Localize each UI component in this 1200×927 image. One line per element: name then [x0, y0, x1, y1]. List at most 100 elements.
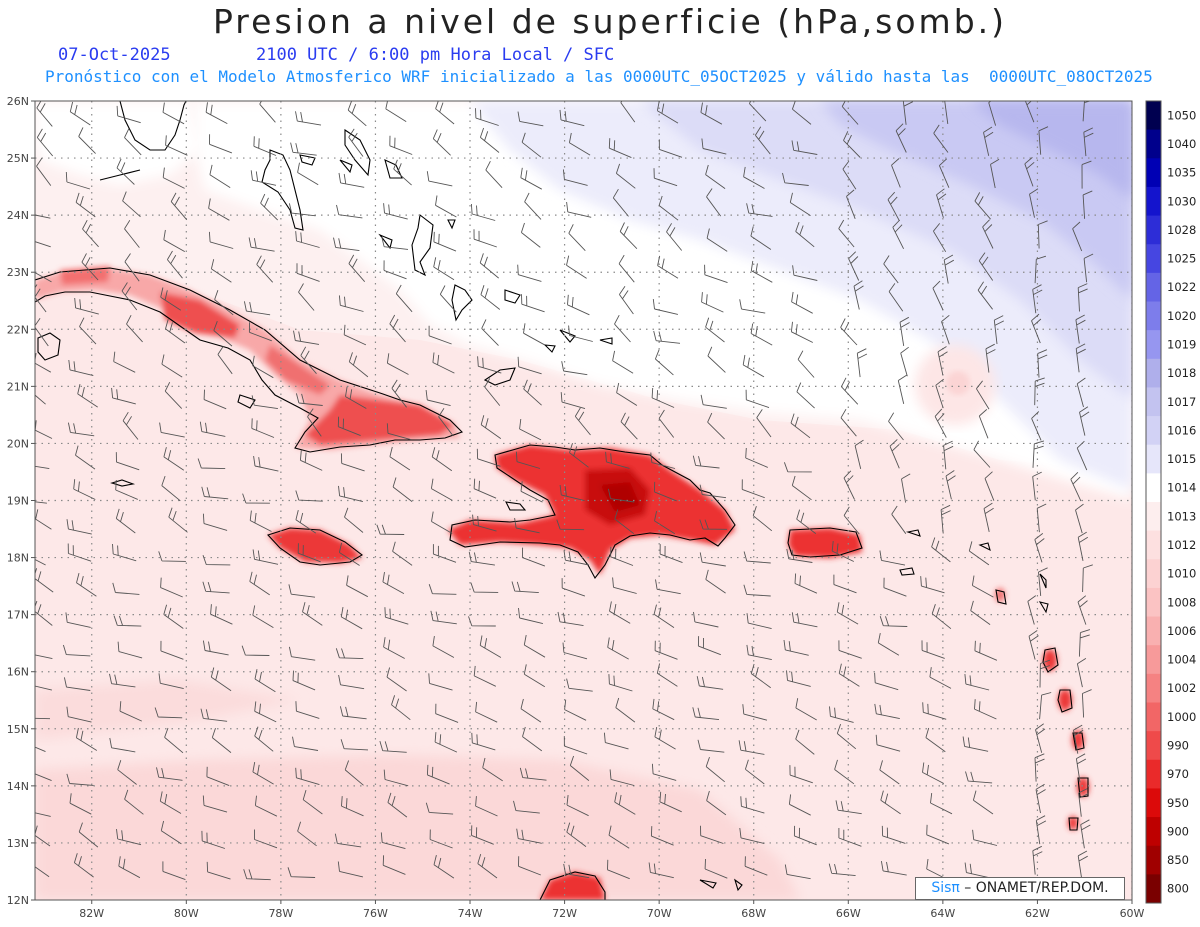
- wind-barb: [931, 537, 951, 563]
- wind-barb: [160, 820, 182, 845]
- colorbar-label: 900: [1167, 824, 1189, 838]
- wind-barb: [922, 762, 945, 784]
- wind-barb: [523, 664, 546, 688]
- wind-barb: [563, 863, 590, 879]
- wind-barb: [838, 219, 855, 248]
- wind-barb: [514, 518, 540, 534]
- colorbar-swatch: [1146, 587, 1161, 618]
- wind-barb: [838, 663, 860, 687]
- wind-barb: [431, 447, 453, 472]
- colorbar-label: 1020: [1167, 309, 1196, 323]
- wind-barb: [520, 481, 543, 503]
- wind-barb: [116, 158, 135, 185]
- wind-barb: [574, 407, 591, 436]
- wind-barb: [254, 726, 274, 752]
- wind-barb: [122, 411, 139, 440]
- wind-barb: [756, 409, 772, 438]
- wind-barb: [1073, 724, 1084, 754]
- wind-barb: [164, 727, 184, 754]
- wind-barb: [67, 422, 95, 437]
- colorbar-label: 1018: [1167, 366, 1196, 380]
- wind-barb: [607, 488, 635, 503]
- lat-tick-label: 20N: [7, 437, 29, 450]
- wind-barb: [482, 757, 503, 782]
- wind-barb: [434, 732, 458, 753]
- wind-barb: [36, 157, 52, 186]
- wind-barb: [295, 231, 320, 248]
- wind-barb: [428, 673, 453, 691]
- wind-barb: [63, 677, 91, 691]
- wind-barb: [485, 160, 503, 189]
- wind-barb: [1077, 595, 1088, 625]
- wind-barb: [253, 456, 279, 472]
- wind-barb: [791, 612, 818, 628]
- wind-barb: [746, 644, 772, 661]
- wind-barb: [468, 616, 496, 627]
- wind-barb: [473, 665, 496, 687]
- wind-barb: [880, 861, 907, 876]
- wind-barb: [741, 479, 765, 499]
- wind-barb: [295, 701, 320, 719]
- colorbar-swatch: [1146, 416, 1161, 446]
- credit-org: – ONAMET/REP.DOM.: [959, 880, 1109, 896]
- wind-barb: [524, 192, 542, 220]
- wind-barb: [297, 162, 319, 186]
- wind-barb: [1034, 533, 1045, 563]
- wind-barb: [562, 642, 588, 660]
- wind-barb: [993, 315, 1005, 345]
- wind-barb: [841, 377, 859, 405]
- wind-barb: [389, 446, 411, 471]
- wind-barb: [159, 791, 182, 814]
- wind-barb: [76, 572, 97, 597]
- wind-barb: [124, 220, 140, 248]
- wind-barb: [614, 509, 635, 535]
- colorbar-label: 1050: [1167, 108, 1196, 122]
- wind-barb: [254, 829, 278, 849]
- credit-box: Sisπ – ONAMET/REP.DOM.: [915, 877, 1125, 900]
- wind-barb: [985, 343, 996, 373]
- wind-barb: [566, 201, 592, 218]
- colorbar-swatch: [1146, 444, 1161, 474]
- wind-barb: [348, 352, 369, 378]
- wind-barb: [926, 824, 950, 845]
- wind-barb: [111, 387, 136, 405]
- wind-barb: [470, 203, 496, 221]
- wind-barb: [1029, 188, 1039, 218]
- wind-barb: [391, 695, 411, 721]
- wind-barb: [701, 138, 727, 155]
- wind-barb: [658, 195, 679, 221]
- wind-barb: [972, 790, 994, 815]
- colorbar-frame: [1145, 100, 1162, 904]
- wind-barb: [35, 272, 52, 283]
- wind-barb: [836, 602, 859, 625]
- wind-barb: [945, 470, 956, 500]
- wind-barb: [336, 204, 363, 219]
- wind-barb: [1032, 471, 1042, 501]
- wind-barb: [115, 508, 136, 534]
- wind-barb: [36, 101, 53, 127]
- wind-barb: [743, 551, 771, 564]
- wind-barb: [202, 513, 228, 531]
- wind-barb: [1038, 567, 1048, 596]
- wind-barb: [829, 706, 854, 723]
- wind-barb: [607, 859, 630, 880]
- wind-barb: [564, 699, 587, 721]
- wind-barb: [79, 317, 97, 345]
- wind-barb: [250, 170, 277, 186]
- wind-barb: [748, 101, 767, 122]
- wind-barb: [968, 541, 990, 566]
- wind-barb: [788, 794, 811, 816]
- wind-barb: [745, 447, 768, 468]
- wind-barb: [337, 416, 361, 437]
- wind-barb: [1027, 595, 1037, 625]
- wind-barb: [109, 673, 136, 688]
- wind-barb: [520, 167, 543, 190]
- wind-barb: [879, 760, 900, 785]
- wind-barb: [791, 291, 813, 314]
- wind-barb: [35, 284, 47, 313]
- pressure-field: [35, 101, 1132, 900]
- wind-barb: [658, 409, 675, 438]
- wind-barb: [295, 111, 322, 126]
- wind-barb: [941, 314, 950, 345]
- lat-tick-label: 12N: [7, 894, 29, 907]
